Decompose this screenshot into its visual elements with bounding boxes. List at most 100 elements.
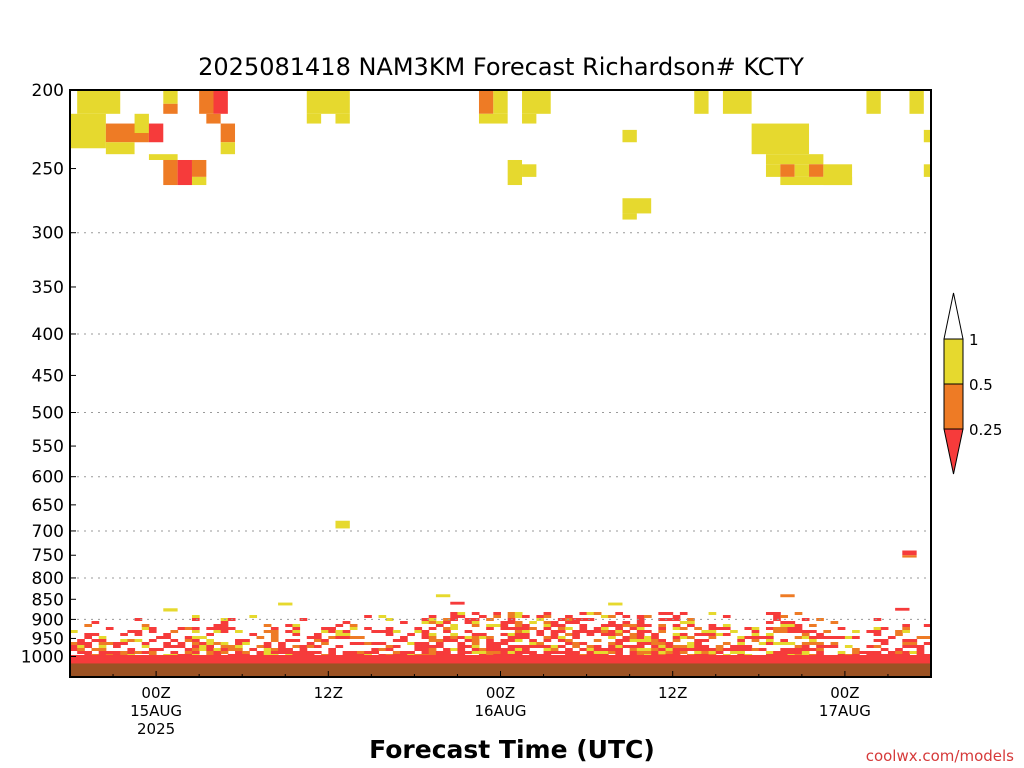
- heatmap-cell: [579, 624, 588, 627]
- heatmap-cell: [507, 627, 516, 630]
- heatmap-cell: [758, 648, 767, 651]
- heatmap-cell: [730, 648, 738, 651]
- heatmap-cell: [830, 642, 839, 645]
- heatmap-cell: [557, 624, 566, 627]
- heatmap-cell: [737, 636, 745, 639]
- heatmap-cell: [744, 645, 753, 648]
- heatmap-cell: [70, 648, 78, 651]
- heatmap-cell: [801, 645, 810, 648]
- heatmap-cell: [773, 651, 781, 654]
- heatmap-cell: [722, 633, 731, 636]
- legend-bin-05-1: [943, 338, 964, 385]
- heatmap-cell: [852, 636, 860, 639]
- heatmap-cell: [328, 630, 336, 633]
- heatmap-cell: [184, 648, 193, 651]
- heatmap-cell: [809, 624, 817, 627]
- heatmap-cell: [270, 630, 279, 633]
- heatmap-cell: [213, 630, 222, 633]
- heatmap-cell: [557, 639, 566, 642]
- heatmap-cell: [665, 642, 674, 645]
- heatmap-cell: [91, 633, 100, 636]
- heatmap-cell: [658, 627, 667, 630]
- heatmap-cell: [220, 651, 229, 654]
- heatmap-cell: [421, 648, 430, 651]
- heatmap-cell: [313, 651, 322, 654]
- heatmap-cell: [471, 648, 480, 651]
- heatmap-cell: [780, 630, 788, 633]
- heatmap-cell: [751, 633, 760, 636]
- heatmap-cell: [184, 639, 193, 642]
- heatmap-cell: [414, 642, 423, 645]
- heatmap-cell: [220, 627, 229, 630]
- heatmap-cell: [615, 642, 623, 645]
- heatmap-cell: [464, 639, 473, 642]
- heatmap-cell: [809, 639, 817, 642]
- y-tick-label: 800: [32, 569, 64, 589]
- heatmap-cell: [615, 630, 623, 633]
- heatmap-cell: [923, 624, 932, 627]
- heatmap-cell: [550, 633, 559, 636]
- heatmap-cell: [909, 642, 918, 645]
- heatmap-cell: [522, 651, 530, 654]
- heatmap-cell: [622, 198, 652, 214]
- heatmap-cell: [471, 651, 480, 654]
- heatmap-cell: [235, 642, 243, 645]
- heatmap-cell: [644, 630, 652, 633]
- heatmap-cell: [378, 630, 387, 633]
- credit-text: coolwx.com/models: [866, 747, 1014, 765]
- heatmap-cell: [615, 639, 623, 642]
- heatmap-cell: [256, 636, 265, 639]
- heatmap-cell: [292, 651, 301, 654]
- heatmap-cell: [687, 648, 695, 651]
- heatmap-cell: [77, 639, 85, 642]
- heatmap-cell: [801, 636, 810, 639]
- heatmap-cell: [364, 627, 372, 630]
- heatmap-cell: [285, 651, 293, 654]
- heatmap-cell: [220, 630, 229, 633]
- heatmap-cell: [536, 630, 545, 633]
- heatmap-cell: [450, 615, 458, 618]
- heatmap-cell: [787, 648, 796, 651]
- heatmap-cell: [844, 645, 853, 648]
- heatmap-cell: [644, 615, 652, 618]
- heatmap-cell: [672, 618, 681, 621]
- heatmap-cell: [672, 624, 681, 627]
- heatmap-cell: [651, 636, 659, 639]
- heatmap-cell: [270, 636, 279, 639]
- heatmap-cell: [507, 621, 516, 624]
- heatmap-cell: [586, 612, 595, 615]
- heatmap-cell: [773, 612, 781, 615]
- heatmap-cell: [357, 636, 365, 639]
- heatmap-cell: [378, 642, 387, 645]
- legend-bin-above-1: [943, 292, 964, 340]
- heatmap-cell: [141, 642, 150, 645]
- heatmap-cell: [98, 645, 107, 648]
- heatmap-cell: [435, 645, 444, 648]
- heatmap-cell: [478, 651, 487, 654]
- heatmap-cell: [500, 651, 509, 654]
- heatmap-cell: [177, 159, 192, 186]
- ground-layer: [70, 663, 931, 677]
- heatmap-cell: [507, 615, 516, 618]
- heatmap-cell: [636, 615, 645, 618]
- heatmap-cell: [70, 645, 78, 648]
- heatmap-cell: [500, 633, 509, 636]
- heatmap-cell: [916, 636, 925, 639]
- heatmap-cell: [134, 630, 143, 633]
- heatmap-cell: [765, 621, 774, 624]
- heatmap-cell: [722, 624, 731, 627]
- heatmap-cell: [572, 618, 580, 621]
- heatmap-cell: [191, 159, 207, 177]
- heatmap-cell: [514, 630, 523, 633]
- heatmap-cell: [285, 624, 293, 627]
- heatmap-cell: [809, 636, 817, 639]
- heatmap-cell: [636, 633, 645, 636]
- heatmap-cell: [335, 113, 350, 124]
- heatmap-cell: [156, 648, 164, 651]
- heatmap-cell: [206, 645, 214, 648]
- heatmap-cell: [687, 645, 695, 648]
- heatmap-cell: [629, 624, 638, 627]
- heatmap-cell: [887, 651, 896, 654]
- heatmap-cell: [299, 648, 308, 651]
